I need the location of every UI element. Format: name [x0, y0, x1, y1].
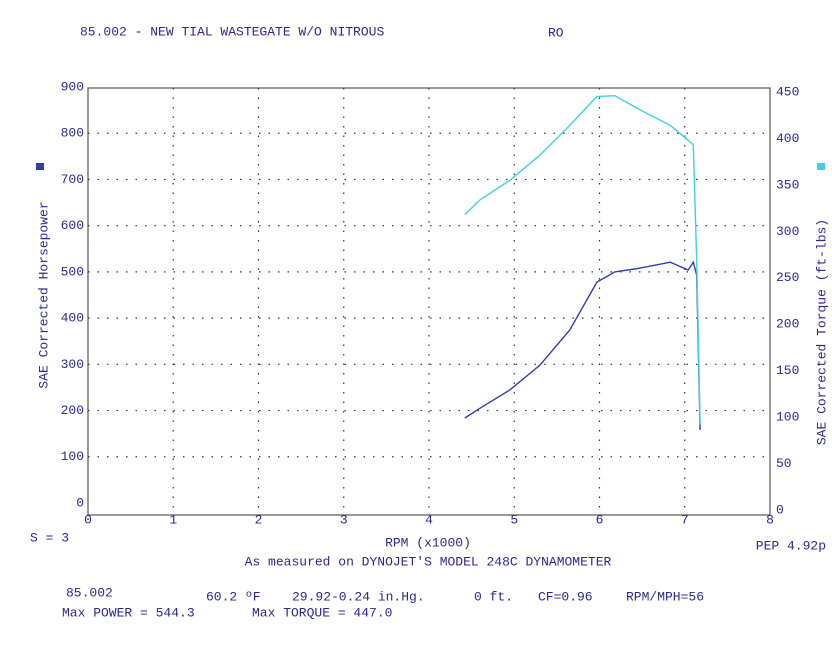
y2-tick-label: 300 [776, 224, 799, 239]
y-tick-label: 700 [61, 172, 84, 187]
chart-title: 85.002 - NEW TIAL WASTEGATE W/O NITROUS [80, 24, 384, 39]
y2-axis-label: SAE Corrected Torque (ft-lbs) [814, 219, 829, 445]
annotation: 0 ft. [474, 589, 513, 604]
annotation: 60.2 ºF [206, 589, 261, 604]
annotation: Max TORQUE = 447.0 [252, 605, 392, 620]
y-tick-label: 0 [76, 495, 84, 510]
y2-tick-label: 50 [776, 456, 792, 471]
x-axis-label: RPM (x1000) [385, 535, 471, 550]
chart-subtitle: RO [548, 25, 564, 40]
annotation: 29.92-0.24 in.Hg. [292, 589, 425, 604]
annotation: CF=0.96 [538, 589, 593, 604]
y-tick-label: 900 [61, 79, 84, 94]
legend-swatch [817, 163, 825, 170]
x-tick-label: 3 [340, 512, 348, 527]
annotation: S = 3 [30, 530, 69, 545]
y-tick-label: 600 [61, 218, 84, 233]
x-tick-label: 5 [510, 512, 518, 527]
y2-tick-label: 250 [776, 270, 799, 285]
annotation: Max POWER = 544.3 [62, 605, 195, 620]
y-tick-label: 200 [61, 403, 84, 418]
y-tick-label: 400 [61, 311, 84, 326]
x-tick-label: 7 [681, 512, 689, 527]
x-tick-label: 4 [425, 512, 433, 527]
annotation: 85.002 [66, 585, 113, 600]
y2-tick-label: 450 [776, 84, 799, 99]
y-tick-label: 500 [61, 264, 84, 279]
x-tick-label: 1 [169, 512, 177, 527]
y2-tick-label: 150 [776, 363, 799, 378]
y-tick-label: 300 [61, 357, 84, 372]
annotation: PEP 4.92p [756, 538, 826, 553]
x-tick-label: 6 [596, 512, 604, 527]
x-tick-label: 8 [766, 512, 774, 527]
y-tick-label: 800 [61, 126, 84, 141]
series-line [464, 260, 701, 431]
series-line [464, 94, 701, 425]
annotation: RPM/MPH=56 [626, 589, 704, 604]
y2-tick-label: 0 [776, 502, 784, 517]
plot-frame [87, 87, 771, 516]
x-tick-label: 2 [255, 512, 263, 527]
y-axis-label: SAE Corrected Horsepower [36, 201, 51, 388]
y-tick-label: 100 [61, 449, 84, 464]
y2-tick-label: 200 [776, 317, 799, 332]
y2-tick-label: 100 [776, 410, 799, 425]
y2-tick-label: 350 [776, 177, 799, 192]
y2-tick-label: 400 [776, 131, 799, 146]
legend-swatch [36, 163, 44, 170]
annotation: As measured on DYNOJET'S MODEL 248C DYNA… [245, 554, 612, 569]
x-tick-label: 0 [84, 512, 92, 527]
